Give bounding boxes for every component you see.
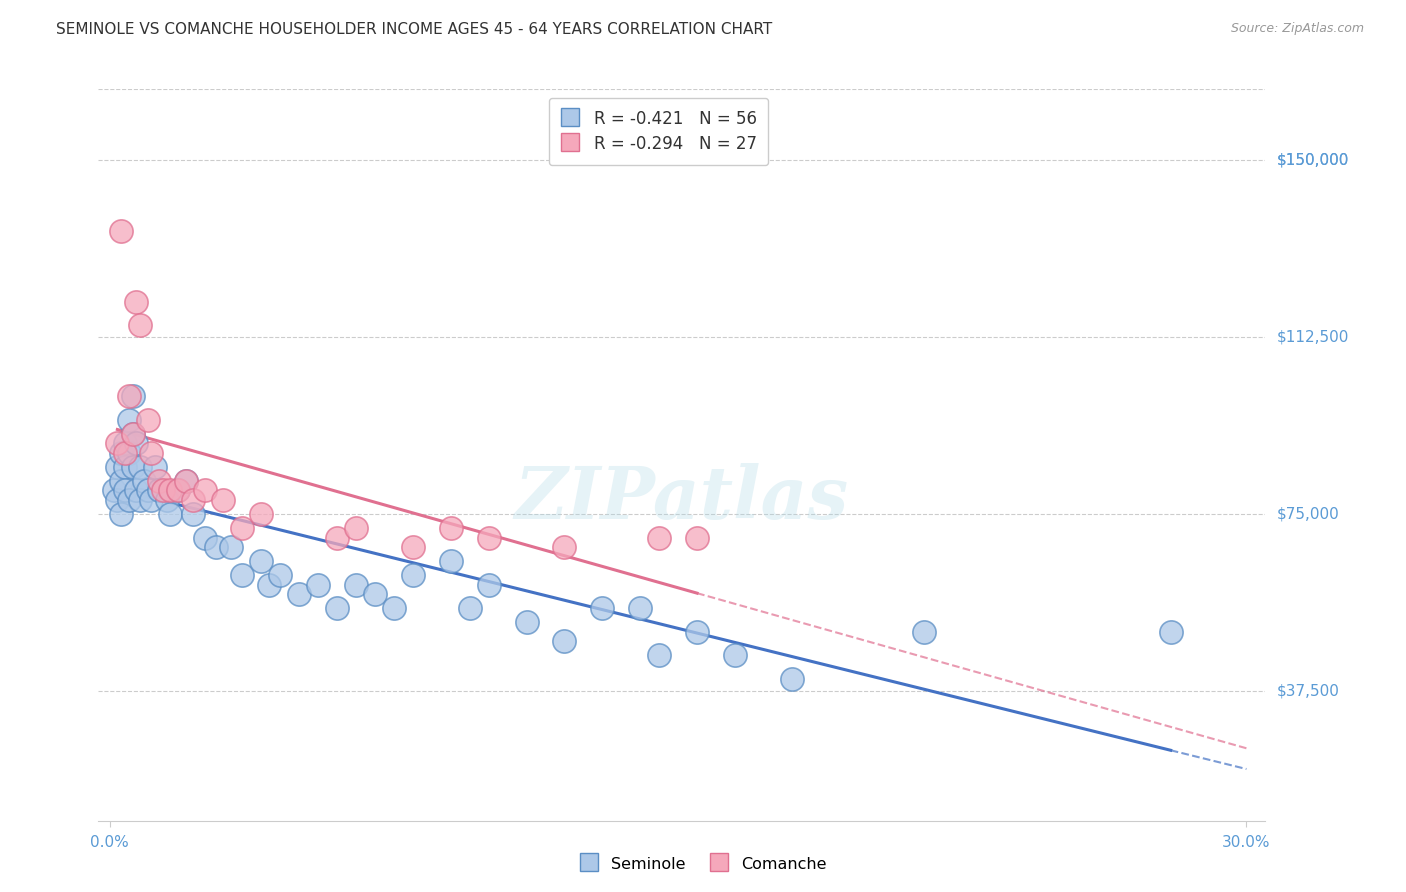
Point xyxy=(125,483,148,498)
Point xyxy=(110,224,132,238)
Point xyxy=(648,531,671,545)
Point xyxy=(364,587,387,601)
Text: SEMINOLE VS COMANCHE HOUSEHOLDER INCOME AGES 45 - 64 YEARS CORRELATION CHART: SEMINOLE VS COMANCHE HOUSEHOLDER INCOME … xyxy=(56,22,772,37)
Point xyxy=(136,412,159,426)
Point xyxy=(458,601,481,615)
Point xyxy=(159,483,181,498)
Point xyxy=(402,540,425,554)
Point xyxy=(912,624,935,639)
Point xyxy=(1160,624,1182,639)
Text: Source: ZipAtlas.com: Source: ZipAtlas.com xyxy=(1230,22,1364,36)
Point xyxy=(212,492,235,507)
Point xyxy=(648,648,671,663)
Point xyxy=(105,436,128,450)
Point xyxy=(269,568,291,582)
Point xyxy=(136,483,159,498)
Point xyxy=(402,568,425,582)
Point xyxy=(326,601,349,615)
Point xyxy=(159,507,181,521)
Point xyxy=(148,474,170,488)
Point xyxy=(686,624,709,639)
Point xyxy=(118,412,141,426)
Point xyxy=(114,483,136,498)
Point xyxy=(110,445,132,459)
Point xyxy=(132,474,155,488)
Point xyxy=(148,483,170,498)
Point xyxy=(231,521,253,535)
Point xyxy=(129,318,152,333)
Point xyxy=(152,483,174,498)
Point xyxy=(129,492,152,507)
Point xyxy=(724,648,747,663)
Point xyxy=(118,389,141,403)
Point xyxy=(129,459,152,474)
Point xyxy=(105,459,128,474)
Point xyxy=(478,531,501,545)
Text: $150,000: $150,000 xyxy=(1277,153,1348,168)
Point xyxy=(118,492,141,507)
Point xyxy=(121,426,143,441)
Point xyxy=(174,474,197,488)
Point xyxy=(121,426,143,441)
Point xyxy=(553,540,575,554)
Point xyxy=(125,294,148,309)
Point xyxy=(105,492,128,507)
Point xyxy=(114,445,136,459)
Point xyxy=(628,601,651,615)
Point xyxy=(125,436,148,450)
Point xyxy=(114,436,136,450)
Point xyxy=(478,577,501,591)
Point xyxy=(250,507,273,521)
Point xyxy=(167,483,190,498)
Point xyxy=(591,601,613,615)
Point xyxy=(114,459,136,474)
Point xyxy=(141,445,163,459)
Point xyxy=(121,389,143,403)
Point xyxy=(181,492,204,507)
Point xyxy=(326,531,349,545)
Point xyxy=(193,531,215,545)
Point xyxy=(205,540,228,554)
Point xyxy=(553,634,575,648)
Point xyxy=(440,521,463,535)
Point xyxy=(167,483,190,498)
Text: $37,500: $37,500 xyxy=(1277,683,1340,698)
Point xyxy=(231,568,253,582)
Point xyxy=(193,483,215,498)
Point xyxy=(103,483,125,498)
Point xyxy=(121,459,143,474)
Point xyxy=(110,507,132,521)
Point xyxy=(257,577,280,591)
Text: $112,500: $112,500 xyxy=(1277,329,1348,344)
Point xyxy=(344,521,367,535)
Point xyxy=(307,577,329,591)
Text: $150,000: $150,000 xyxy=(1277,153,1348,168)
Point xyxy=(181,507,204,521)
Point xyxy=(110,474,132,488)
Point xyxy=(118,445,141,459)
Legend: R = -0.421   N = 56, R = -0.294   N = 27: R = -0.421 N = 56, R = -0.294 N = 27 xyxy=(548,97,769,165)
Point xyxy=(686,531,709,545)
Point xyxy=(250,554,273,568)
Point xyxy=(780,672,803,686)
Text: ZIPatlas: ZIPatlas xyxy=(515,463,849,534)
Point xyxy=(141,492,163,507)
Point xyxy=(219,540,242,554)
Text: $75,000: $75,000 xyxy=(1277,507,1340,522)
Legend: Seminole, Comanche: Seminole, Comanche xyxy=(572,848,834,880)
Point xyxy=(516,615,538,630)
Point xyxy=(440,554,463,568)
Point xyxy=(382,601,405,615)
Point xyxy=(143,459,166,474)
Point xyxy=(174,474,197,488)
Point xyxy=(156,492,179,507)
Point xyxy=(344,577,367,591)
Point xyxy=(288,587,311,601)
